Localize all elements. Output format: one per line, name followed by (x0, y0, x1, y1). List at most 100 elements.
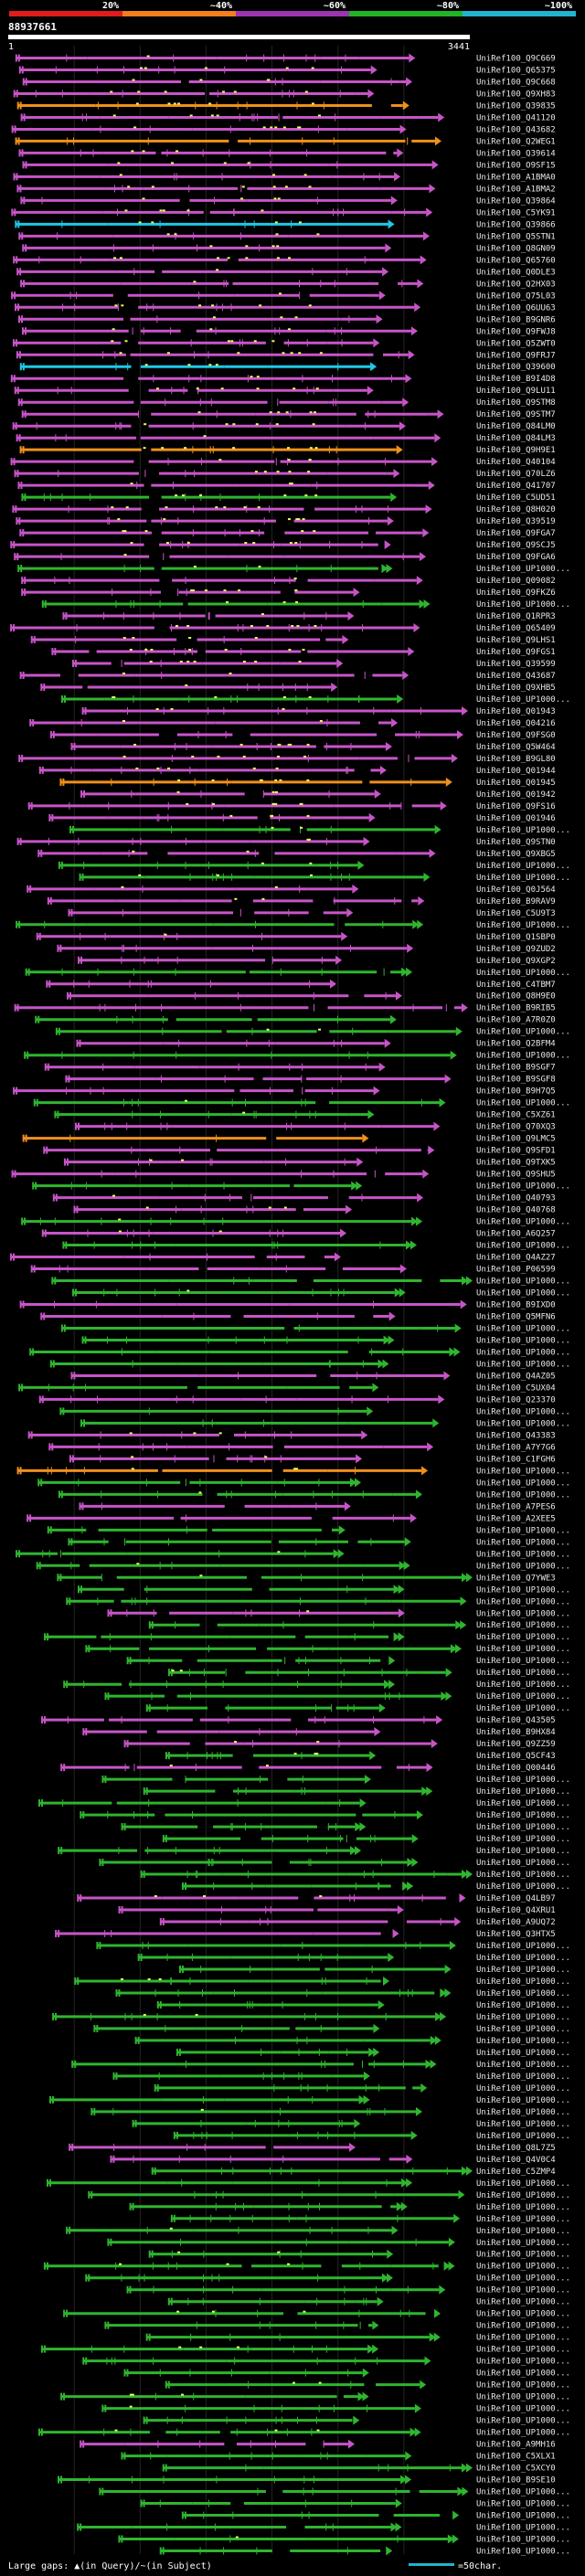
hit-row[interactable]: UniRef100_UP1000... (60, 2391, 570, 2402)
hit-label[interactable]: UniRef100_UP1000... (476, 1277, 570, 1287)
hit-row[interactable]: UniRef100_UP1000... (101, 1775, 570, 1785)
hit-label[interactable]: UniRef100_UP1000... (476, 1835, 570, 1844)
hit-label[interactable]: UniRef100_UP1000... (476, 1657, 570, 1666)
hit-label[interactable]: UniRef100_Q39864 (476, 196, 556, 206)
hit-label[interactable]: UniRef100_Q4AZ05 (476, 1372, 556, 1381)
hit-label[interactable]: UniRef100_Q9FS16 (476, 802, 556, 811)
hit-row[interactable]: UniRef100_Q8GN09 (22, 243, 556, 253)
hit-row[interactable]: UniRef100_UP1000... (59, 1406, 570, 1416)
hit-label[interactable]: UniRef100_UP1000... (476, 1538, 570, 1547)
hit-label[interactable]: UniRef100_UP1000... (476, 2358, 570, 2367)
hit-row[interactable]: UniRef100_UP1000... (80, 1810, 570, 1820)
hit-label[interactable]: UniRef100_UP1000... (476, 2274, 570, 2284)
hit-row[interactable]: UniRef100_Q5MFN6 (40, 1311, 556, 1321)
hit-row[interactable]: UniRef100_UP1000... (148, 2249, 570, 2260)
hit-row[interactable]: UniRef100_C5UD51 (21, 493, 556, 503)
hit-row[interactable]: UniRef100_Q5W464 (70, 741, 556, 752)
hit-label[interactable]: UniRef100_Q2HX03 (476, 280, 556, 289)
hit-row[interactable]: UniRef100_B9SGF7 (44, 1062, 556, 1073)
hit-label[interactable]: UniRef100_B9I4D8 (476, 375, 556, 384)
hit-row[interactable]: UniRef100_UP1000... (148, 1620, 570, 1630)
hit-label[interactable]: UniRef100_A7PES6 (476, 1502, 556, 1511)
hit-label[interactable]: UniRef100_Q9XHB5 (476, 684, 556, 693)
hit-row[interactable]: UniRef100_A1BMA0 (13, 172, 556, 182)
hit-label[interactable]: UniRef100_Q9XBG5 (476, 850, 556, 859)
hit-row[interactable]: UniRef100_UP1000... (129, 2201, 570, 2212)
hit-row[interactable]: UniRef100_Q01946 (48, 812, 556, 823)
hit-label[interactable]: UniRef100_UP1000... (476, 2381, 570, 2390)
hit-row[interactable]: UniRef100_C5YK91 (11, 207, 556, 217)
hit-row[interactable]: UniRef100_Q8H9E0 (66, 991, 556, 1002)
hit-label[interactable]: UniRef100_B9GNR6 (476, 315, 556, 324)
hit-label[interactable]: UniRef100_UP1000... (476, 1526, 570, 1535)
hit-label[interactable]: UniRef100_UP1000... (476, 1823, 570, 1832)
hit-row[interactable]: UniRef100_C5ZMP4 (151, 2166, 556, 2177)
hit-label[interactable]: UniRef100_UP1000... (476, 2429, 570, 2438)
hit-row[interactable]: UniRef100_UP1000... (16, 1466, 570, 1476)
hit-row[interactable]: UniRef100_UP1000... (181, 2510, 570, 2521)
hit-label[interactable]: UniRef100_UP1000... (476, 2191, 570, 2200)
hit-label[interactable]: UniRef100_Q0J564 (476, 885, 556, 895)
hit-label[interactable]: UniRef100_Q9SFD1 (476, 1147, 556, 1156)
hit-label[interactable]: UniRef100_UP1000... (476, 2013, 570, 2022)
hit-row[interactable]: UniRef100_UP1000... (176, 2047, 570, 2058)
hit-row[interactable]: UniRef100_UP1000... (52, 2011, 570, 2022)
hit-row[interactable]: UniRef100_UP1000... (43, 2261, 570, 2272)
hit-label[interactable]: UniRef100_UP1000... (476, 2298, 570, 2307)
hit-row[interactable]: UniRef100_Q5ZWT0 (12, 338, 556, 348)
hit-row[interactable]: UniRef100_A9UQ72 (159, 1917, 556, 1927)
hit-label[interactable]: UniRef100_Q9SHU5 (476, 1171, 556, 1180)
hit-row[interactable]: UniRef100_B9IXD0 (19, 1299, 556, 1310)
hit-row[interactable]: UniRef100_UP1000... (16, 1549, 570, 1559)
hit-row[interactable]: UniRef100_UP1000... (165, 2380, 570, 2390)
hit-row[interactable]: UniRef100_UP1000... (51, 1276, 570, 1287)
hit-label[interactable]: UniRef100_UP1000... (476, 1680, 570, 1690)
hit-label[interactable]: UniRef100_UP1000... (476, 2239, 570, 2248)
hit-label[interactable]: UniRef100_Q9FGA6 (476, 553, 556, 562)
hit-row[interactable]: UniRef100_UP1000... (24, 1050, 570, 1061)
hit-label[interactable]: UniRef100_Q65375 (476, 66, 556, 75)
hit-label[interactable]: UniRef100_Q70XQ3 (476, 1123, 556, 1132)
hit-row[interactable]: UniRef100_Q0J564 (27, 884, 556, 895)
hit-label[interactable]: UniRef100_Q9TXK5 (476, 1159, 556, 1168)
hit-label[interactable]: UniRef100_UP1000... (476, 2369, 570, 2379)
hit-row[interactable]: UniRef100_UP1000... (170, 2213, 570, 2224)
hit-label[interactable]: UniRef100_Q40768 (476, 1206, 556, 1215)
hit-row[interactable]: UniRef100_UP1000... (99, 2486, 570, 2497)
hit-label[interactable]: UniRef100_B9RIB5 (476, 1004, 556, 1013)
hit-label[interactable]: UniRef100_UP1000... (476, 2393, 570, 2402)
hit-label[interactable]: UniRef100_A7R0Z0 (476, 1016, 556, 1025)
hit-label[interactable]: UniRef100_UP1000... (476, 1966, 570, 1975)
hit-row[interactable]: UniRef100_UP1000... (71, 2059, 570, 2070)
hit-label[interactable]: UniRef100_Q4XRU1 (476, 1906, 556, 1915)
hit-row[interactable]: UniRef100_UP1000... (68, 1537, 570, 1547)
hit-label[interactable]: UniRef100_Q84LM3 (476, 434, 556, 443)
hit-row[interactable]: UniRef100_UP1000... (126, 2284, 570, 2295)
hit-label[interactable]: UniRef100_UP1000... (476, 1550, 570, 1559)
hit-row[interactable]: UniRef100_Q41120 (20, 112, 556, 122)
hit-row[interactable]: UniRef100_UP1000... (21, 1216, 570, 1227)
hit-label[interactable]: UniRef100_Q9LHS1 (476, 636, 556, 645)
hit-row[interactable]: UniRef100_Q40793 (52, 1193, 556, 1203)
hit-label[interactable]: UniRef100_B9SGF8 (476, 1076, 556, 1085)
hit-label[interactable]: UniRef100_UP1000... (476, 1882, 570, 1892)
hit-label[interactable]: UniRef100_UP1000... (476, 826, 570, 835)
hit-label[interactable]: UniRef100_Q1RPR3 (476, 612, 556, 621)
hit-row[interactable]: UniRef100_UP1000... (140, 1870, 570, 1880)
hit-label[interactable]: UniRef100_Q9FGA7 (476, 529, 556, 538)
hit-row[interactable]: UniRef100_Q6UU63 (15, 302, 556, 313)
hit-label[interactable]: UniRef100_A6Q257 (476, 1230, 556, 1239)
hit-label[interactable]: UniRef100_A9MH16 (476, 2441, 556, 2450)
hit-row[interactable]: UniRef100_UP1000... (33, 1097, 570, 1108)
hit-row[interactable]: UniRef100_UP1000... (159, 2546, 570, 2557)
hit-label[interactable]: UniRef100_Q5W464 (476, 743, 556, 752)
hit-label[interactable]: UniRef100_C5XZ61 (476, 1111, 556, 1120)
hit-row[interactable]: UniRef100_UP1000... (107, 1608, 570, 1618)
hit-label[interactable]: UniRef100_Q8H020 (476, 505, 556, 514)
hit-label[interactable]: UniRef100_B9SGF7 (476, 1064, 556, 1073)
hit-label[interactable]: UniRef100_UP1000... (476, 2500, 570, 2509)
hit-row[interactable]: UniRef100_UP1000... (112, 2071, 570, 2082)
hit-row[interactable]: UniRef100_A7PES6 (79, 1501, 556, 1511)
hit-label[interactable]: UniRef100_Q9FWJ8 (476, 327, 556, 336)
hit-label[interactable]: UniRef100_UP1000... (476, 1811, 570, 1820)
